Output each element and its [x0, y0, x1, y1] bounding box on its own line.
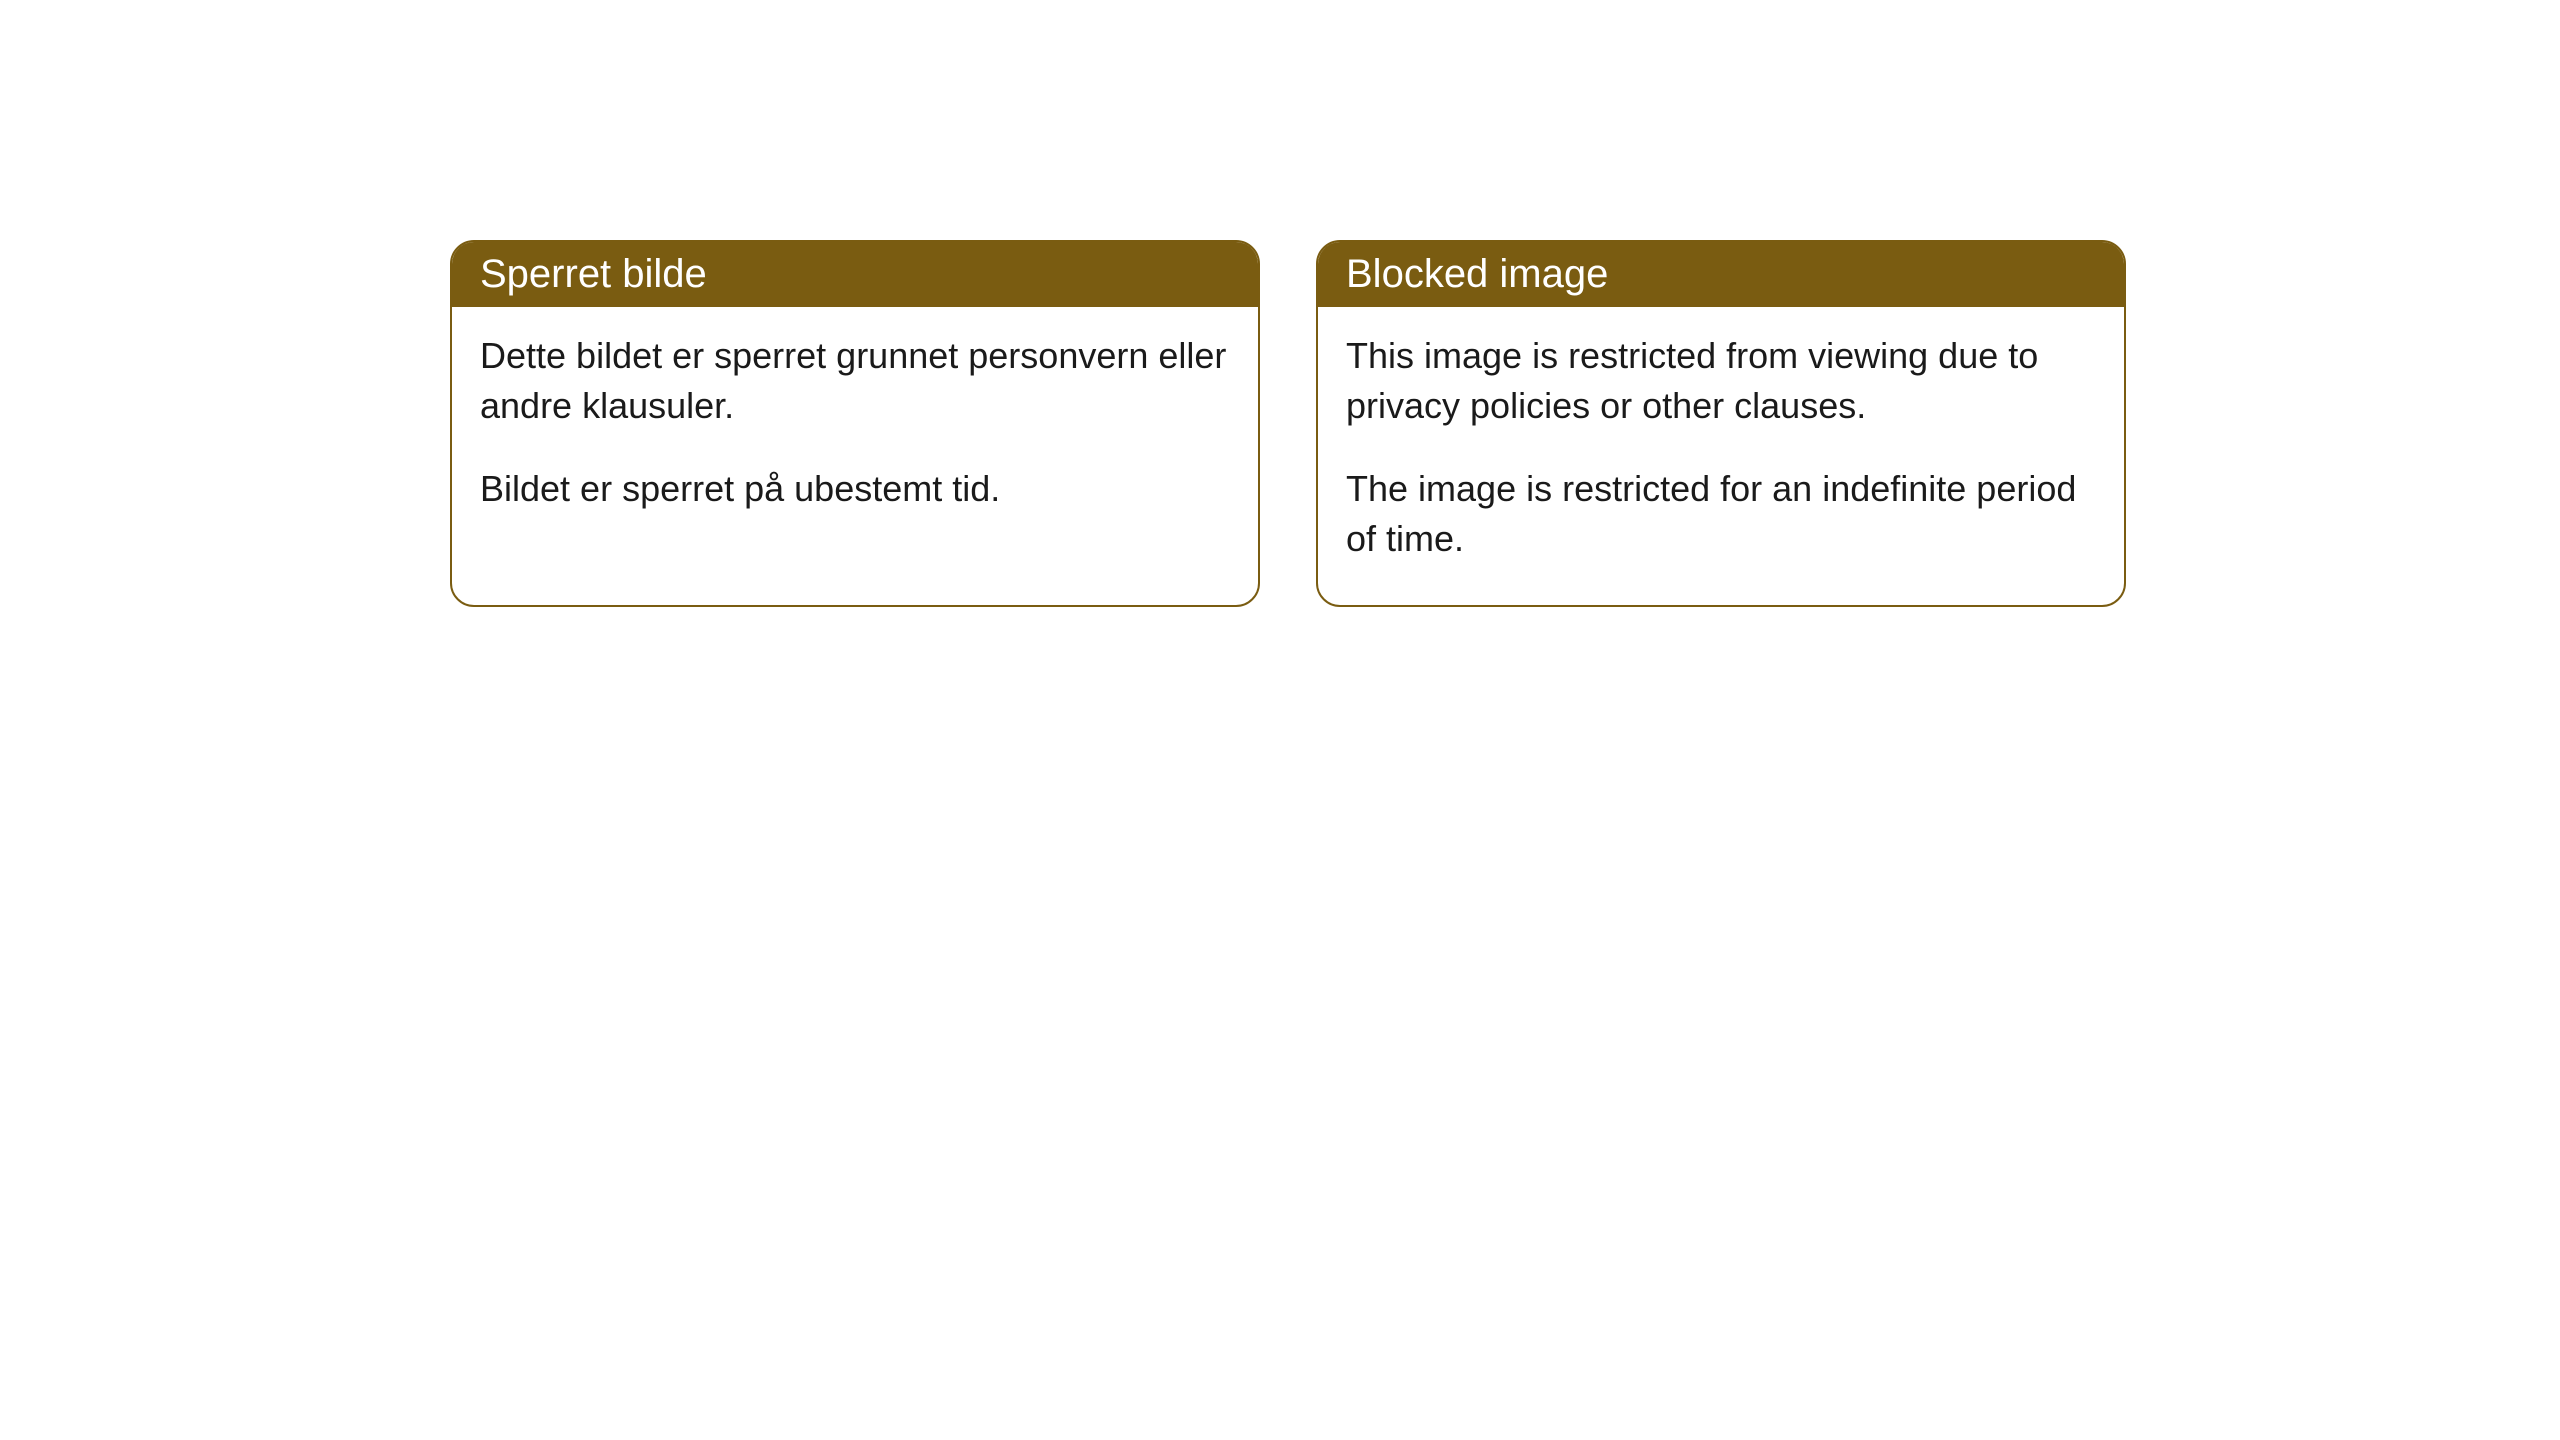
- card-paragraph-2: Bildet er sperret på ubestemt tid.: [480, 464, 1230, 514]
- card-paragraph-2: The image is restricted for an indefinit…: [1346, 464, 2096, 565]
- blocked-image-card-norwegian: Sperret bilde Dette bildet er sperret gr…: [450, 240, 1260, 607]
- card-header: Sperret bilde: [452, 242, 1258, 307]
- blocked-image-card-english: Blocked image This image is restricted f…: [1316, 240, 2126, 607]
- card-body: This image is restricted from viewing du…: [1318, 307, 2124, 605]
- card-title: Sperret bilde: [480, 252, 707, 296]
- card-paragraph-1: This image is restricted from viewing du…: [1346, 331, 2096, 432]
- card-header: Blocked image: [1318, 242, 2124, 307]
- card-title: Blocked image: [1346, 252, 1608, 296]
- card-paragraph-1: Dette bildet er sperret grunnet personve…: [480, 331, 1230, 432]
- cards-container: Sperret bilde Dette bildet er sperret gr…: [450, 240, 2126, 607]
- card-body: Dette bildet er sperret grunnet personve…: [452, 307, 1258, 554]
